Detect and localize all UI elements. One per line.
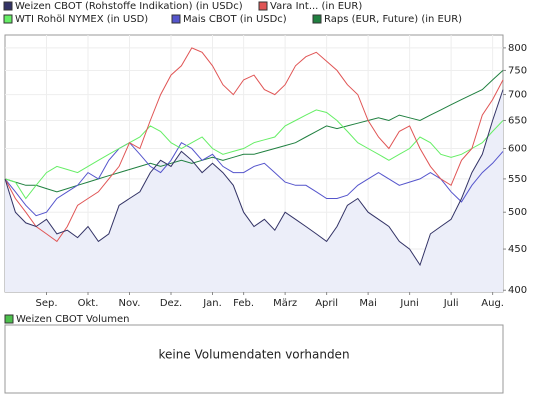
- x-tick-label: Aug.: [481, 298, 504, 309]
- series-line: [4, 47, 504, 243]
- y-tick-label: 700: [508, 90, 527, 101]
- x-tick-label: Jan.: [202, 298, 222, 309]
- x-tick-label: März: [273, 298, 297, 309]
- series-line: [4, 70, 504, 193]
- legend-swatch: [312, 14, 322, 24]
- y-tick-label: 500: [508, 207, 527, 218]
- legend-swatch: [3, 14, 13, 24]
- y-tick-label: 400: [508, 285, 527, 296]
- volume-legend-swatch: [4, 314, 14, 324]
- y-tick-label: 600: [508, 143, 527, 154]
- legend-label: WTI Rohöl NYMEX (in USD): [15, 14, 148, 25]
- series-line: [4, 89, 504, 267]
- legend-label: Weizen CBOT (Rohstoffe Indikation) (in U…: [15, 1, 243, 12]
- series-area: [5, 89, 503, 292]
- y-tick-label: 650: [508, 115, 527, 126]
- legend-swatch: [3, 1, 13, 11]
- x-tick-label: Mai: [359, 298, 377, 309]
- legend-label: Vara Int... (in EUR): [270, 1, 362, 12]
- x-tick-label: April: [315, 298, 338, 309]
- y-tick-label: 750: [508, 65, 527, 76]
- x-tick-label: Juni: [399, 298, 418, 309]
- volume-frame: [4, 324, 504, 394]
- x-tick-label: Okt.: [78, 298, 99, 309]
- x-tick-label: Dez.: [160, 298, 182, 309]
- series-line: [4, 142, 504, 217]
- x-tick-label: Nov.: [119, 298, 141, 309]
- x-tick-label: Sep.: [35, 298, 57, 309]
- series-line: [4, 109, 504, 200]
- volume-message: keine Volumendaten vorhanden: [158, 348, 349, 362]
- legend-swatch: [258, 1, 268, 11]
- y-tick-label: 800: [508, 43, 527, 54]
- x-tick-label: Juli: [443, 298, 459, 309]
- legend-label: Mais CBOT (in USDc): [183, 14, 287, 25]
- y-tick-label: 550: [508, 174, 527, 185]
- y-tick-label: 450: [508, 244, 527, 255]
- legend-swatch: [171, 14, 181, 24]
- legend-label: Raps (EUR, Future) (in EUR): [324, 14, 462, 25]
- x-tick-label: Feb.: [233, 298, 254, 309]
- volume-legend: Weizen CBOT Volumen: [16, 314, 130, 325]
